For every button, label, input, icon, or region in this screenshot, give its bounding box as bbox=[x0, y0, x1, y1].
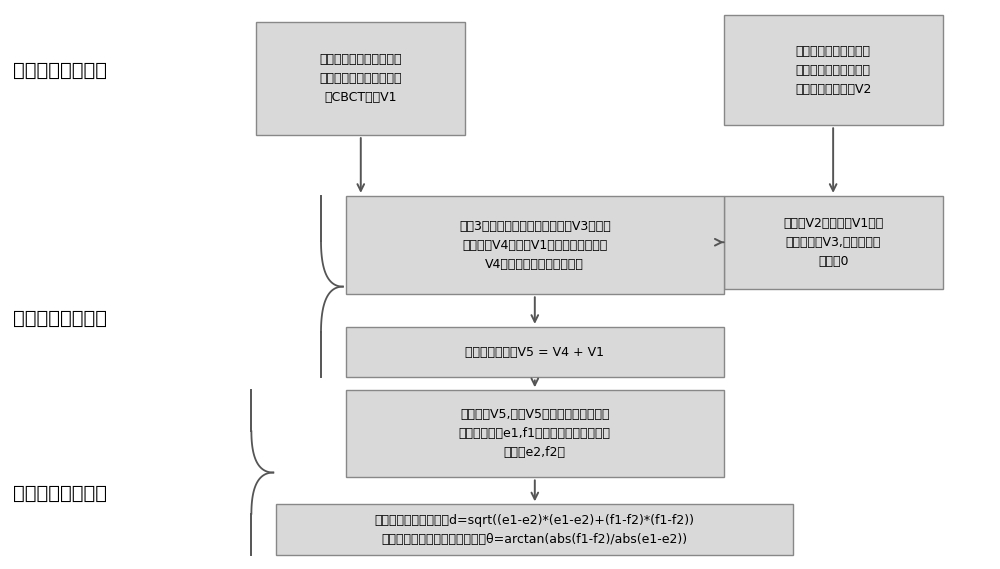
Text: 计算得到髁突移动距离d=sqrt((e1-e2)*(e1-e2)+(f1-f2)*(f1-f2))
计算髁突移动后与水平方向夹角θ=arctan(abs(f1-: 计算得到髁突移动距离d=sqrt((e1-e2)*(e1-e2)+(f1-f2)… bbox=[375, 514, 695, 546]
Text: 第二步：图像融合: 第二步：图像融合 bbox=[13, 309, 107, 328]
FancyBboxPatch shape bbox=[724, 15, 943, 125]
Text: 缩小限束器窗口，利用
激光灯定位方式只扫描
颞颌关节部位影像V2: 缩小限束器窗口，利用 激光灯定位方式只扫描 颞颌关节部位影像V2 bbox=[795, 45, 871, 96]
Text: 第三步：参数计算: 第三步：参数计算 bbox=[13, 484, 107, 502]
FancyBboxPatch shape bbox=[276, 504, 793, 555]
FancyBboxPatch shape bbox=[346, 327, 724, 377]
FancyBboxPatch shape bbox=[346, 390, 724, 477]
Text: 第一步：采集图像: 第一步：采集图像 bbox=[13, 61, 107, 80]
Text: 将图像V2扩展成与V1相同
尺寸的图像V3,扩展部分的
数值为0: 将图像V2扩展成与V1相同 尺寸的图像V3,扩展部分的 数值为0 bbox=[783, 217, 883, 268]
FancyBboxPatch shape bbox=[724, 196, 943, 288]
Text: 基于3点定位法，通过旋转和平移V3图像，
得到图像V4，确保V1中的颞颌关节窝与
V4图像中的颞颌关节窝重叠: 基于3点定位法，通过旋转和平移V3图像， 得到图像V4，确保V1中的颞颌关节窝与… bbox=[459, 220, 611, 270]
Text: 基于图像V5,标定V5图中髁突坐标，张口
位置时坐标（e1,f1），闭口位置时髁突位
置为（e2,f2）: 基于图像V5,标定V5图中髁突坐标，张口 位置时坐标（e1,f1），闭口位置时髁… bbox=[459, 409, 611, 459]
Text: 获得融合的图像V5 = V4 + V1: 获得融合的图像V5 = V4 + V1 bbox=[465, 345, 604, 358]
FancyBboxPatch shape bbox=[256, 23, 465, 135]
Text: 第一次张口扫描获取包含
整个牙列与颞颌关节部位
的CBCT图像V1: 第一次张口扫描获取包含 整个牙列与颞颌关节部位 的CBCT图像V1 bbox=[320, 53, 402, 104]
FancyBboxPatch shape bbox=[346, 196, 724, 294]
